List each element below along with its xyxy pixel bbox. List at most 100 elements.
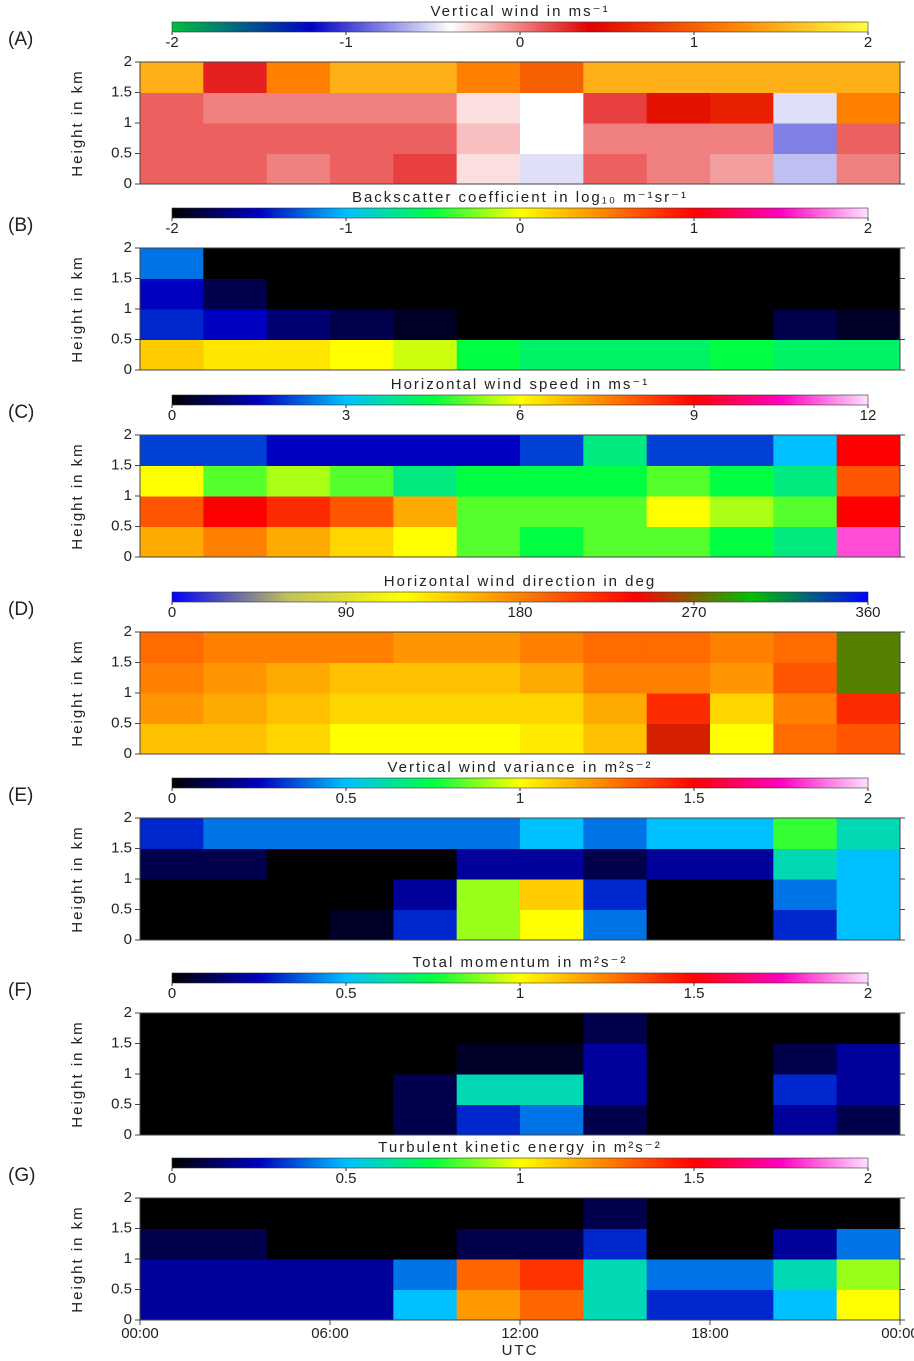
x-tick-label: 12:00	[501, 1325, 539, 1342]
y-tick-label: 0	[124, 175, 132, 192]
heatmap-cell	[266, 693, 331, 724]
heatmap-cell	[520, 1074, 584, 1105]
heatmap-cell	[836, 818, 901, 849]
heatmap-cell	[646, 909, 711, 941]
heatmap-cell	[140, 909, 204, 941]
y-tick-label: 2	[124, 1189, 132, 1206]
heatmap-cell	[140, 465, 204, 497]
heatmap-cell	[773, 278, 838, 310]
heatmap-cell	[456, 526, 521, 558]
heatmap-cell	[266, 662, 331, 694]
heatmap-cell	[266, 1259, 331, 1290]
heatmap-cell	[393, 92, 458, 124]
heatmap-cell	[583, 62, 648, 93]
heatmap-cell	[140, 309, 204, 340]
colorbar-title: Turbulent kinetic energy in m²s⁻²	[378, 1139, 661, 1156]
heatmap-cell	[456, 662, 521, 694]
colorbar-tick-label: 0	[168, 407, 176, 424]
heatmap-cell	[520, 818, 584, 849]
heatmap-cell	[203, 662, 268, 694]
heatmap-cell	[773, 1013, 838, 1044]
heatmap-cell	[646, 92, 711, 124]
heatmap-cell	[393, 1074, 458, 1105]
colorbar-tick-label: 2	[864, 220, 872, 237]
heatmap-cell	[393, 1043, 458, 1075]
y-tick-label: 1	[124, 1065, 132, 1082]
colorbar-tick-label: 1	[690, 220, 698, 237]
colorbar	[171, 972, 869, 984]
heatmap-cell	[203, 1259, 268, 1290]
panel-label: (C)	[8, 402, 34, 423]
heatmap-cell	[266, 1013, 331, 1044]
heatmap-cell	[773, 1104, 838, 1136]
heatmap-cell	[140, 848, 204, 880]
heatmap-cell	[266, 309, 331, 340]
heatmap-cell	[520, 248, 584, 279]
heatmap-cell	[330, 1289, 394, 1321]
y-tick-label: 0.5	[111, 1280, 132, 1297]
heatmap-cell	[266, 465, 331, 497]
heatmap-cell	[520, 278, 584, 310]
heatmap-cell	[520, 62, 584, 93]
heatmap-cell	[203, 278, 268, 310]
y-axis-label: Height in km	[69, 639, 86, 746]
heatmap-cell	[140, 526, 204, 558]
heatmap-cell	[836, 435, 901, 466]
heatmap-cell	[520, 526, 584, 558]
colorbar-tick-label: 2	[864, 790, 872, 807]
heatmap-cell	[140, 123, 204, 154]
panel-label: (F)	[8, 980, 32, 1001]
heatmap-cell	[330, 123, 394, 154]
heatmap-cell	[456, 92, 521, 124]
heatmap-cell	[393, 879, 458, 910]
x-tick-label: 18:00	[691, 1325, 729, 1342]
heatmap-cell	[203, 1013, 268, 1044]
y-tick-label: 0.5	[111, 330, 132, 347]
heatmap-cell	[203, 435, 268, 466]
heatmap-cell	[140, 818, 204, 849]
y-tick-label: 1.5	[111, 1034, 132, 1051]
heatmap-cell	[266, 1074, 331, 1105]
colorbar-title: Vertical wind variance in m²s⁻²	[388, 759, 653, 776]
heatmap-cell	[203, 339, 268, 371]
colorbar-tick-label: 0	[168, 1170, 176, 1187]
heatmap-cell	[203, 1043, 268, 1075]
colorbar-tick-label: 1	[516, 985, 524, 1002]
heatmap-cell	[836, 1043, 901, 1075]
heatmap-cell	[140, 879, 204, 910]
heatmap-cell	[393, 662, 458, 694]
heatmap-cell	[140, 62, 204, 93]
colorbar-tick-label: 6	[516, 407, 524, 424]
heatmap-cell	[330, 1259, 394, 1290]
heatmap-cell	[773, 1043, 838, 1075]
colorbar-tick-label: 12	[860, 407, 877, 424]
y-tick-label: 0.5	[111, 144, 132, 161]
heatmap-cell	[456, 1074, 521, 1105]
heatmap-cell	[583, 435, 648, 466]
heatmap-cell	[583, 1074, 648, 1105]
heatmap-cell	[266, 909, 331, 941]
heatmap-cell	[646, 1013, 711, 1044]
heatmap-cell	[583, 153, 648, 185]
heatmap-cell	[710, 526, 774, 558]
heatmap-cell	[203, 309, 268, 340]
heatmap-cell	[140, 1198, 204, 1229]
heatmap-cell	[646, 1228, 711, 1260]
heatmap-cell	[203, 1198, 268, 1229]
heatmap-cell	[773, 879, 838, 910]
heatmap-cell	[140, 496, 204, 527]
heatmap-cell	[646, 339, 711, 371]
heatmap-cell	[140, 693, 204, 724]
heatmap-cell	[393, 909, 458, 941]
heatmap-cell	[456, 278, 521, 310]
heatmap-cell	[836, 662, 901, 694]
heatmap-cell	[773, 723, 838, 755]
heatmap-cell	[456, 1259, 521, 1290]
heatmap-cell	[330, 278, 394, 310]
x-tick-label: 00:00	[881, 1325, 914, 1342]
heatmap-cell	[140, 339, 204, 371]
heatmap-cell	[456, 123, 521, 154]
heatmap-cell	[836, 723, 901, 755]
heatmap-cell	[710, 1013, 774, 1044]
heatmap-cell	[836, 496, 901, 527]
